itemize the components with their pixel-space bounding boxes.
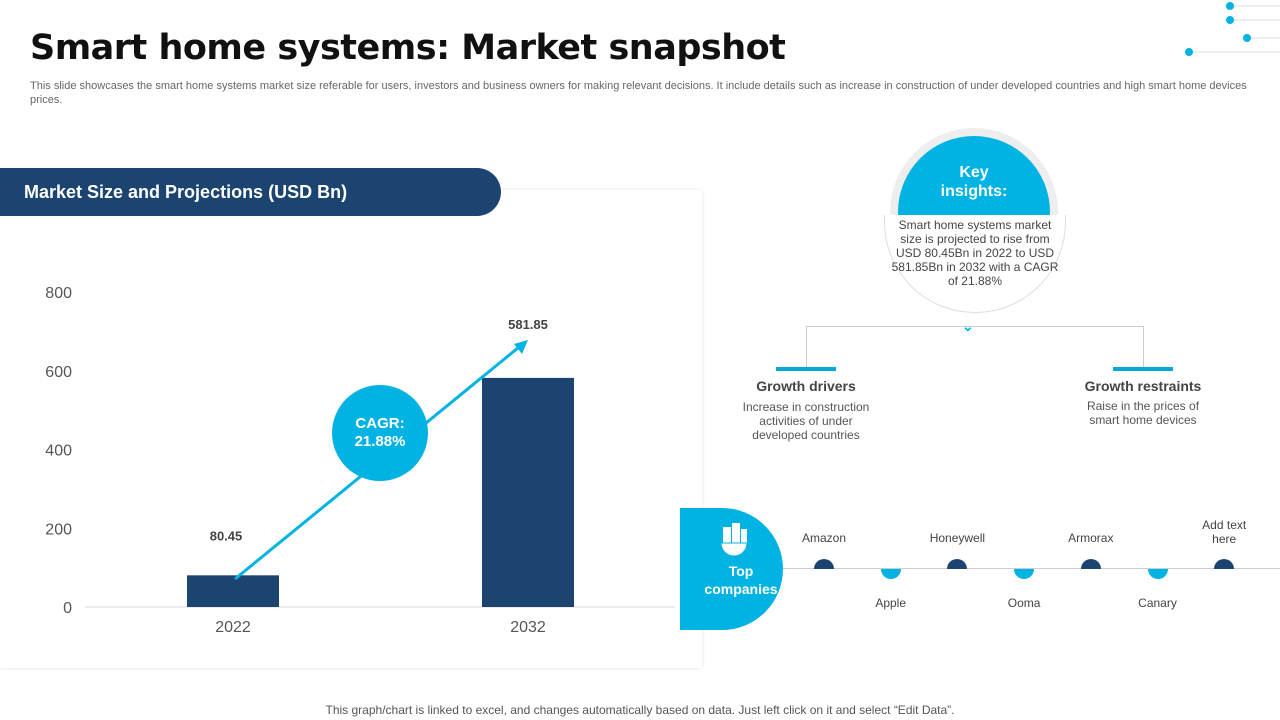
connector-line [806, 326, 1144, 327]
timeline-marker [1147, 569, 1168, 579]
accent-bar [1113, 367, 1173, 371]
growth-restraints-text: Raise in the prices of smart home device… [1086, 399, 1200, 427]
page-subtitle: This slide showcases the smart home syst… [30, 80, 1247, 106]
accent-bar [776, 367, 836, 371]
timeline-marker [880, 569, 901, 579]
connector-line [806, 326, 807, 368]
arrow-head-icon [514, 340, 528, 354]
growth-restraints-title: Growth restraints [1084, 378, 1202, 394]
timeline-line [783, 568, 1280, 569]
bar-2032[interactable] [482, 377, 574, 607]
cagr-circle [332, 385, 428, 481]
data-label: 581.85 [508, 317, 548, 332]
y-tick-label: 400 [45, 443, 72, 460]
company-label: Amazon [801, 531, 847, 545]
timeline-marker [814, 559, 834, 569]
data-label: 80.45 [210, 528, 243, 543]
company-label: Armorax [1068, 531, 1114, 545]
timeline-marker [947, 559, 968, 569]
key-insights-title: Key insights: [940, 164, 1008, 200]
timeline-marker [1214, 559, 1235, 569]
growth-drivers-text: Increase in construction activities of u… [742, 400, 870, 442]
page-title: Smart home systems: Market snapshot [30, 28, 786, 68]
y-tick-label: 600 [45, 364, 72, 381]
y-tick-label: 200 [45, 521, 72, 538]
top-companies-label: Top companies [704, 563, 778, 597]
timeline-marker [1014, 569, 1035, 579]
chart-header: Market Size and Projections (USD Bn) [0, 168, 501, 216]
company-label: Add text here [1202, 518, 1247, 546]
footer-note: This graph/chart is linked to excel, and… [325, 703, 955, 717]
cagr-label: CAGR: [355, 415, 404, 432]
y-tick-label: 800 [45, 285, 72, 302]
company-label: Honeywell [929, 531, 986, 545]
timeline-marker [1080, 559, 1101, 569]
top-companies-circle [680, 508, 783, 630]
company-label: Apple [875, 596, 907, 610]
company-label: Canary [1138, 596, 1177, 610]
x-tick-label: 2032 [510, 619, 546, 636]
y-tick-label: 0 [63, 600, 72, 617]
bar-2022[interactable] [187, 575, 279, 607]
growth-drivers-title: Growth drivers [756, 378, 856, 394]
circuit-decoration-icon [1185, 2, 1280, 56]
company-label: Ooma [1007, 596, 1041, 610]
cagr-value: 21.88% [355, 433, 406, 450]
buildings-globe-icon [720, 523, 748, 557]
x-tick-label: 2022 [215, 619, 251, 636]
connector-line [1143, 326, 1144, 368]
key-insights-text: Smart home systems market size is projec… [891, 218, 1059, 288]
